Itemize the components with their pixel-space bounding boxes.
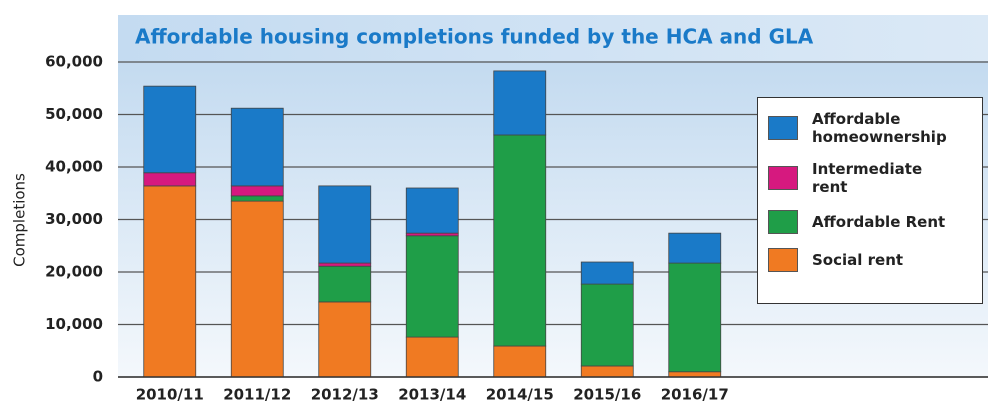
x-tick-label: 2014/15 (486, 386, 554, 404)
x-tick-label: 2016/17 (661, 386, 729, 404)
x-tick-label: 2010/11 (136, 386, 204, 404)
legend-swatch (768, 116, 798, 140)
legend-swatch (768, 210, 798, 234)
y-axis-label: Completions (11, 173, 29, 267)
y-tick-label: 20,000 (45, 263, 103, 281)
bar-segment (318, 301, 372, 378)
legend-label: Intermediate rent (812, 160, 923, 196)
bar-segment (493, 70, 547, 136)
bar-segment (493, 134, 547, 347)
legend-swatch (768, 166, 798, 190)
bar-segment (318, 262, 372, 267)
bar-segment (405, 187, 459, 234)
y-tick-label: 60,000 (45, 53, 103, 71)
y-tick-label: 10,000 (45, 315, 103, 333)
bar-segment (405, 336, 459, 378)
bar-segment (230, 195, 284, 202)
bar-segment (580, 283, 634, 367)
y-tick-label: 0 (93, 368, 103, 386)
chart-title: Affordable housing completions funded by… (135, 25, 814, 49)
bar-segment (318, 265, 372, 303)
legend-item: Intermediate rent (768, 160, 972, 196)
y-tick-label: 30,000 (45, 210, 103, 228)
x-tick-label: 2011/12 (223, 386, 291, 404)
y-tick-label: 40,000 (45, 158, 103, 176)
legend-item: Social rent (768, 248, 972, 272)
bar-segment (580, 261, 634, 285)
bar-segment (668, 262, 722, 373)
legend-label: Affordable Rent (812, 213, 946, 231)
legend-swatch (768, 248, 798, 272)
y-tick-label: 50,000 (45, 105, 103, 123)
bar-segment (668, 371, 722, 378)
bar-segment (580, 365, 634, 378)
legend-item: Affordable Rent (768, 210, 972, 234)
title-band (118, 15, 988, 61)
bar-segment (143, 185, 197, 378)
legend-label: Affordable homeownership (812, 110, 947, 146)
bar-segment (143, 85, 197, 174)
bar-segment (230, 107, 284, 187)
bar-segment (143, 172, 197, 187)
bar-segment (668, 232, 722, 264)
bar-segment (230, 200, 284, 378)
bar-segment (405, 235, 459, 338)
legend-item: Affordable homeownership (768, 110, 972, 146)
legend-label: Social rent (812, 251, 904, 269)
bar-segment (230, 185, 284, 197)
x-tick-label: 2015/16 (573, 386, 641, 404)
x-tick-label: 2012/13 (311, 386, 379, 404)
legend: Affordable homeownership Intermediate ren… (757, 97, 983, 304)
bar-segment (318, 185, 372, 264)
x-tick-label: 2013/14 (398, 386, 466, 404)
bar-segment (493, 345, 547, 378)
